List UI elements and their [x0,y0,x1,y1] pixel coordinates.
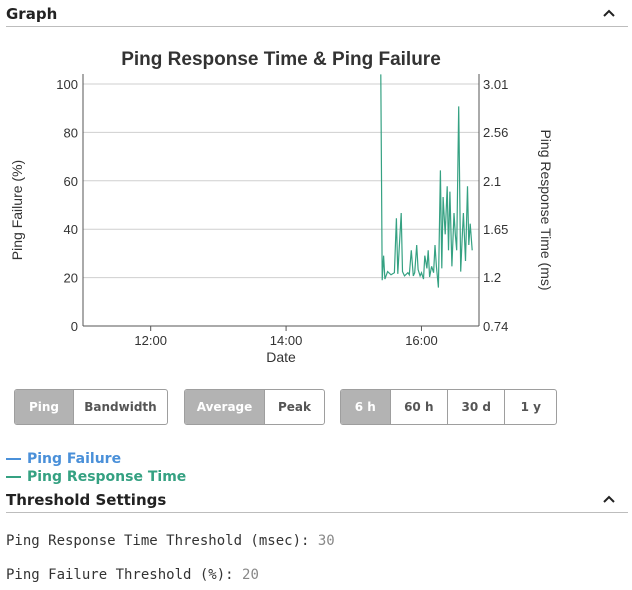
x-axis-ticks: 12:00 14:00 16:00 [134,326,438,348]
response-threshold-row: Ping Response Time Threshold (msec): 30 [6,533,335,549]
response-threshold-value[interactable]: 30 [317,533,335,549]
left-tick-label: 0 [71,319,78,334]
grid-lines [83,83,479,279]
legend-ping-response-time[interactable]: Ping Response Time [6,468,186,486]
range-6h-button[interactable]: 6 h [341,390,391,424]
legend-label-ping-failure: Ping Failure [27,451,122,467]
right-axis-label: Ping Response Time (ms) [538,129,554,290]
chevron-up-icon[interactable] [602,7,616,19]
x-tick-label: 14:00 [270,333,303,348]
legend-label-ping-response-time: Ping Response Time [27,469,187,485]
chevron-up-icon[interactable] [602,493,616,505]
range-60h-button[interactable]: 60 h [391,390,449,424]
right-tick-label: 0.74 [483,319,508,334]
range-30d-button[interactable]: 30 d [448,390,506,424]
threshold-section-header[interactable]: Threshold Settings [6,490,628,513]
chart-title: Ping Response Time & Ping Failure [121,49,441,70]
left-tick-label: 100 [56,77,78,92]
right-tick-label: 2.1 [483,174,501,189]
left-axis-label: Ping Failure (%) [9,160,25,260]
right-tick-label: 1.65 [483,222,508,237]
right-tick-label: 3.01 [483,77,508,92]
peak-button[interactable]: Peak [277,400,311,414]
x-tick-label: 12:00 [134,333,167,348]
right-axis-ticks: 0.74 1.2 1.65 2.1 2.56 3.01 [483,77,508,334]
response-threshold-label: Ping Response Time Threshold (msec): [6,533,310,549]
failure-threshold-value[interactable]: 20 [242,567,259,583]
average-button[interactable]: Average [185,390,265,424]
range-1y-button[interactable]: 1 y [520,400,541,414]
failure-threshold-label: Ping Failure Threshold (%): [6,567,234,583]
failure-threshold-row: Ping Failure Threshold (%): 20 [6,567,259,583]
legend-swatch-ping-failure [6,458,21,460]
legend-swatch-ping-response-time [6,476,21,478]
chart-type-group: Ping Bandwidth [14,389,168,425]
ping-button[interactable]: Ping [15,390,74,424]
bandwidth-button[interactable]: Bandwidth [84,400,157,414]
series-line-ping-response-time [380,74,473,288]
left-tick-label: 60 [64,174,78,189]
left-tick-label: 20 [64,271,78,286]
right-tick-label: 2.56 [483,125,508,140]
ping-chart: Ping Response Time & Ping Failure 0 20 40 6… [9,49,554,365]
legend-ping-failure[interactable]: Ping Failure [6,450,121,468]
left-tick-label: 40 [64,222,78,237]
plot-frame [82,74,480,327]
threshold-section-title: Threshold Settings [6,491,167,509]
graph-section-title: Graph [6,5,58,23]
left-tick-label: 80 [64,125,78,140]
x-axis-label: Date [266,349,296,365]
x-tick-label: 16:00 [405,333,438,348]
right-tick-label: 1.2 [483,270,501,285]
time-range-group: 6 h 60 h 30 d 1 y [340,389,557,425]
aggregation-group: Average Peak [184,389,325,425]
graph-section-header[interactable]: Graph [6,4,628,27]
left-axis-ticks: 0 20 40 60 80 100 [56,77,78,334]
